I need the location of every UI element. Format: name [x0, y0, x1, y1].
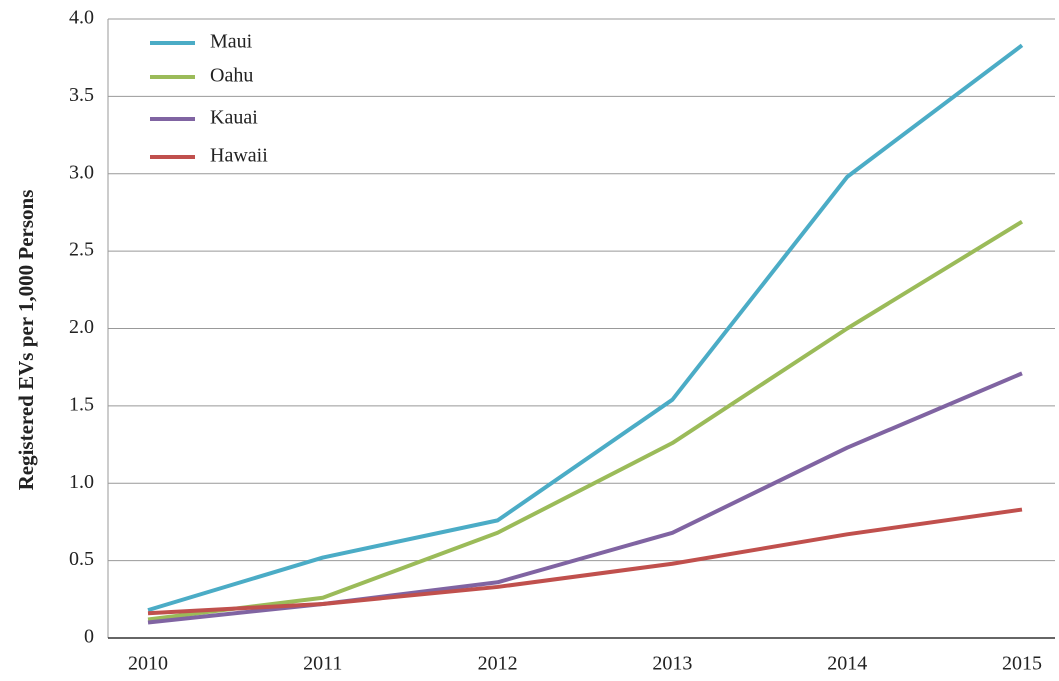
legend-label: Hawaii — [210, 145, 268, 167]
y-tick-label: 0 — [84, 626, 94, 648]
legend-label: Oahu — [210, 65, 253, 87]
y-tick-label: 0.5 — [69, 548, 94, 570]
x-tick-label: 2012 — [478, 653, 518, 675]
y-tick-label: 1.0 — [69, 471, 94, 493]
legend-label: Kauai — [210, 107, 258, 129]
legend-label: Maui — [210, 31, 253, 53]
series-line — [147, 371, 1023, 625]
series-line — [147, 507, 1023, 616]
x-tick-label: 2010 — [128, 653, 168, 675]
series-line — [147, 43, 1024, 613]
y-tick-label: 1.5 — [69, 393, 94, 415]
x-tick-label: 2011 — [303, 653, 342, 675]
y-axis-label: Registered EVs per 1,000 Persons — [14, 190, 38, 491]
series-line — [147, 220, 1024, 622]
y-tick-label: 2.5 — [69, 239, 94, 261]
x-tick-label: 2015 — [1002, 653, 1042, 675]
y-tick-label: 4.0 — [69, 7, 94, 29]
y-tick-label: 3.0 — [69, 161, 94, 183]
y-tick-label: 3.5 — [69, 84, 94, 106]
y-tick-label: 2.0 — [69, 316, 94, 338]
x-tick-label: 2014 — [827, 653, 867, 675]
x-tick-label: 2013 — [652, 653, 692, 675]
